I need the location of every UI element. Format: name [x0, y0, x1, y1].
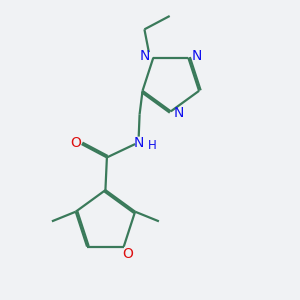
Text: O: O: [122, 247, 133, 261]
Text: H: H: [148, 139, 157, 152]
Text: O: O: [70, 136, 81, 150]
Text: N: N: [191, 49, 202, 63]
Text: N: N: [174, 106, 184, 120]
Text: N: N: [140, 49, 150, 63]
Text: N: N: [134, 136, 144, 150]
